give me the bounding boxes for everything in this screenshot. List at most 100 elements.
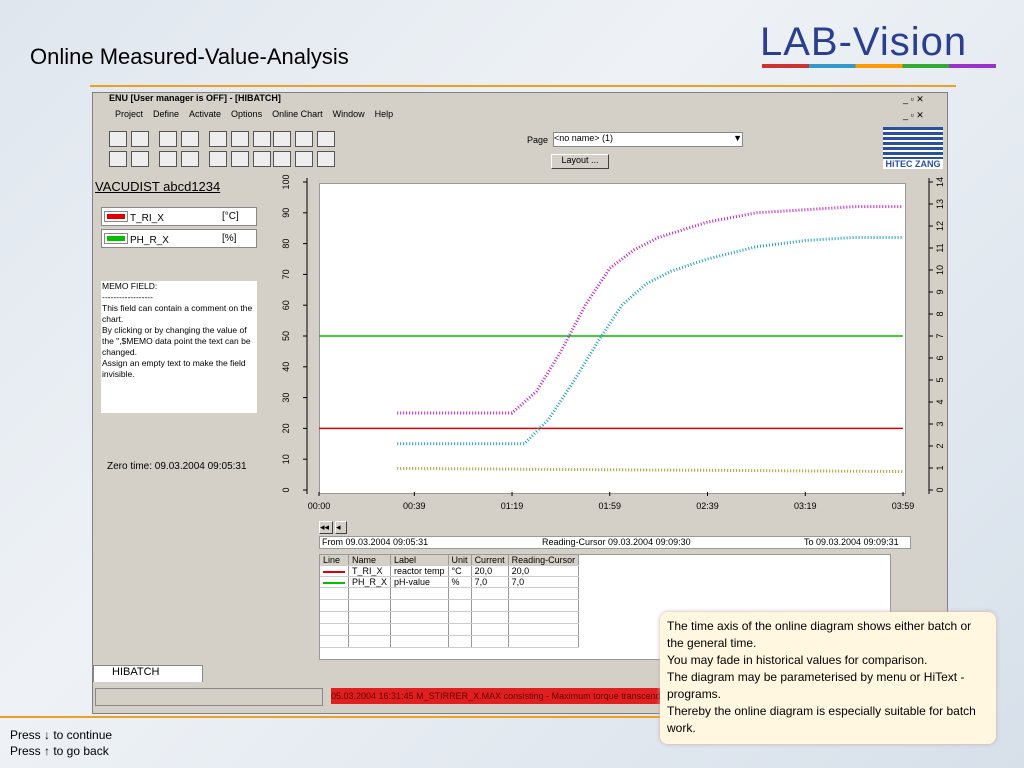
x-tick-label: 00:00 — [308, 501, 331, 511]
table-cell: 20,0 — [471, 565, 509, 577]
table-cell — [348, 635, 392, 648]
y-tick-label: 90 — [281, 208, 291, 218]
y2-tick-label: 12 — [935, 221, 945, 231]
status-left — [95, 688, 323, 706]
table-row — [320, 623, 580, 636]
table-cell — [508, 611, 580, 624]
legend-entry: T_RI_X [°C] — [101, 207, 257, 226]
note-line: The time axis of the online diagram show… — [667, 619, 972, 650]
slide-title: Online Measured-Value-Analysis — [30, 44, 349, 69]
series-line — [397, 205, 903, 415]
child-controls[interactable]: _ ▫ ✕ — [903, 110, 924, 120]
table-cell — [348, 611, 392, 624]
memo-line: By clicking or by changing the value of … — [102, 325, 251, 357]
logo-bar — [762, 64, 996, 68]
legend-unit: [°C] — [222, 211, 239, 222]
table-row: PH_R_X pH-value% 7,0 7,0 — [320, 576, 580, 588]
time-range: From 09.03.2004 09:05:31 Reading-Cursor … — [319, 536, 911, 549]
table-cell — [320, 587, 349, 600]
table-cell — [471, 599, 509, 612]
window-controls[interactable]: _ ▫ ✕ — [903, 94, 924, 104]
column-header: Unit — [448, 555, 472, 566]
table-cell: reactor temp — [390, 565, 449, 577]
note-line: Thereby the online diagram is especially… — [667, 704, 976, 735]
table-cell: % — [448, 576, 472, 588]
y2-tick-label: 1 — [935, 465, 945, 470]
y2-tick-label: 6 — [935, 355, 945, 360]
menu-item[interactable]: Activate — [189, 109, 222, 119]
legend-label: PH_R_X — [130, 235, 169, 246]
panel-title: VACUDIST abcd1234 — [95, 179, 221, 194]
y-tick-label: 100 — [281, 174, 291, 189]
menu-item[interactable]: Options — [231, 109, 263, 119]
memo-line: ------------------ — [102, 292, 153, 302]
table-cell — [471, 635, 509, 648]
y2-tick-label: 11 — [935, 243, 945, 252]
title-bar: ENU [User manager is OFF] - [HIBATCH] — [93, 93, 947, 107]
y-tick-label: 10 — [281, 454, 291, 464]
line-swatch — [320, 565, 349, 577]
x-tick-label: 03:59 — [892, 501, 915, 511]
menu-item[interactable]: Help — [374, 109, 394, 119]
y-tick-label: 40 — [281, 362, 291, 372]
y-tick-label: 0 — [281, 487, 291, 492]
menu-item[interactable]: Window — [332, 109, 365, 119]
note-line: The diagram may be parameterised by menu… — [667, 670, 965, 701]
memo-line: Assign an empty text to make the field i… — [102, 358, 246, 379]
table-cell — [320, 599, 349, 612]
memo-field[interactable]: MEMO FIELD: ------------------ This field … — [101, 281, 257, 413]
legend-swatch — [104, 211, 128, 222]
menu-item[interactable]: Online Chart — [272, 109, 323, 119]
legend-unit: [%] — [222, 233, 237, 244]
y-tick-label: 30 — [281, 393, 291, 403]
plot-area — [319, 183, 906, 494]
x-tick-label: 00:39 — [403, 501, 426, 511]
layout-button[interactable]: Layout ... — [551, 154, 609, 169]
column-header: Current — [471, 555, 509, 566]
table-row — [320, 635, 580, 648]
series-line — [397, 466, 904, 474]
memo-line: This field can contain a comment on the … — [102, 303, 253, 324]
line-swatch — [320, 576, 349, 588]
y2-tick-label: 5 — [935, 377, 945, 382]
menu-item[interactable]: Define — [153, 109, 180, 119]
value-table: Line Name Label Unit Current Reading-Cursor T_… — [319, 554, 891, 660]
swatch — [323, 581, 345, 584]
scroll-bar[interactable]: ◂◂ ◂ — [319, 521, 939, 534]
table-row — [320, 599, 580, 612]
table-cell — [348, 599, 392, 612]
zero-time: Zero time: 09.03.2004 09:05:31 — [107, 461, 247, 472]
page-select[interactable]: <no name> (1) ▼ — [553, 132, 743, 147]
table-cell — [390, 587, 449, 600]
status-text: 05.03.2004 16:31:45 M_STIRRER_X.MAX cons… — [331, 691, 661, 701]
column-header: Reading-Cursor — [508, 555, 580, 566]
table-cell — [348, 623, 392, 636]
brand-logo: HiTEC ZANG — [883, 127, 943, 169]
table-cell — [448, 611, 472, 624]
table-cell — [508, 623, 580, 636]
to-time: To 09.03.2004 09:09:31 — [804, 537, 899, 547]
y2-tick-label: 9 — [935, 289, 945, 294]
footer-back: Press ↑ to go back — [10, 744, 109, 758]
series-line — [397, 235, 903, 446]
table-cell — [320, 635, 349, 648]
menu-item[interactable]: Project — [115, 109, 144, 119]
cursor-time: Reading-Cursor 09.03.2004 09:09:30 — [542, 537, 691, 547]
table-cell: PH_R_X — [348, 576, 392, 588]
legend-entry: PH_R_X [%] — [101, 229, 257, 248]
brand-text: HiTEC ZANG — [883, 159, 943, 169]
column-header: Name — [348, 555, 392, 566]
note-box: The time axis of the online diagram show… — [660, 612, 996, 744]
table-row: T_RI_X reactor temp °C 20,0 20,0 — [320, 565, 580, 577]
y-tick-label: 70 — [281, 269, 291, 279]
toolbar — [109, 129, 271, 169]
table-cell — [348, 587, 392, 600]
note-line: You may fade in historical values for co… — [667, 653, 928, 667]
memo-line: MEMO FIELD: — [102, 281, 158, 291]
app-window: ENU [User manager is OFF] - [HIBATCH] _ … — [92, 92, 948, 714]
tab[interactable]: HIBATCH — [93, 665, 203, 682]
y2-tick-label: 10 — [935, 265, 945, 275]
y-tick-label: 60 — [281, 300, 291, 310]
legend-label: T_RI_X — [130, 213, 164, 224]
